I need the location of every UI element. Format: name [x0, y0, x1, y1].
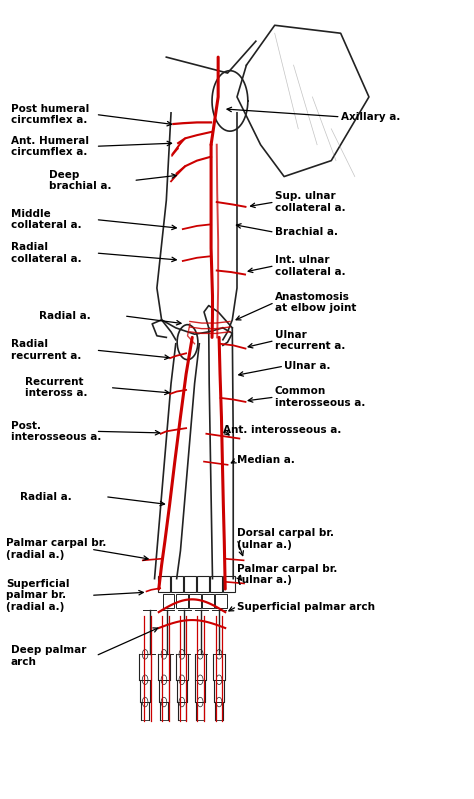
Text: Palmar carpal br.
(radial a.): Palmar carpal br. (radial a.)	[6, 539, 107, 560]
Text: Median a.: Median a.	[237, 455, 295, 465]
Text: Anastomosis
at elbow joint: Anastomosis at elbow joint	[275, 292, 356, 313]
Text: Superficial palmar arch: Superficial palmar arch	[237, 602, 375, 611]
Text: Palmar carpal br.
(ulnar a.): Palmar carpal br. (ulnar a.)	[237, 564, 337, 586]
Text: Ulnar a.: Ulnar a.	[284, 361, 331, 371]
Bar	[176, 594, 188, 608]
Bar	[202, 594, 214, 608]
Text: Ant. interosseous a.: Ant. interosseous a.	[223, 425, 341, 435]
Bar	[184, 576, 196, 592]
Bar	[215, 594, 227, 608]
Text: Ulnar
recurrent a.: Ulnar recurrent a.	[275, 330, 345, 352]
Bar	[210, 576, 222, 592]
Text: Radial
recurrent a.: Radial recurrent a.	[11, 340, 81, 361]
Text: Int. ulnar
collateral a.: Int. ulnar collateral a.	[275, 255, 346, 276]
Text: Radial
collateral a.: Radial collateral a.	[11, 242, 82, 264]
Text: Brachial a.: Brachial a.	[275, 227, 337, 237]
Text: Deep
brachial a.: Deep brachial a.	[48, 169, 111, 191]
Bar	[171, 576, 183, 592]
Text: Dorsal carpal br.
(ulnar a.): Dorsal carpal br. (ulnar a.)	[237, 528, 334, 550]
Text: Post.
interosseous a.: Post. interosseous a.	[11, 420, 101, 442]
Text: Middle
collateral a.: Middle collateral a.	[11, 209, 82, 230]
Text: Superficial
palmar br.
(radial a.): Superficial palmar br. (radial a.)	[6, 578, 70, 612]
Bar	[158, 576, 170, 592]
Bar	[163, 594, 174, 608]
Bar	[189, 594, 201, 608]
Text: Ant. Humeral
circumflex a.: Ant. Humeral circumflex a.	[11, 136, 89, 157]
Text: Radial a.: Radial a.	[20, 491, 72, 502]
Text: Radial a.: Radial a.	[39, 311, 91, 321]
Text: Axillary a.: Axillary a.	[341, 112, 400, 121]
Bar	[223, 576, 235, 592]
Text: Post humeral
circumflex a.: Post humeral circumflex a.	[11, 104, 89, 125]
Text: Sup. ulnar
collateral a.: Sup. ulnar collateral a.	[275, 191, 346, 213]
Bar	[197, 576, 209, 592]
Text: Common
interosseous a.: Common interosseous a.	[275, 386, 365, 408]
Text: Recurrent
inteross a.: Recurrent inteross a.	[25, 377, 87, 399]
Text: Deep palmar
arch: Deep palmar arch	[11, 645, 86, 666]
